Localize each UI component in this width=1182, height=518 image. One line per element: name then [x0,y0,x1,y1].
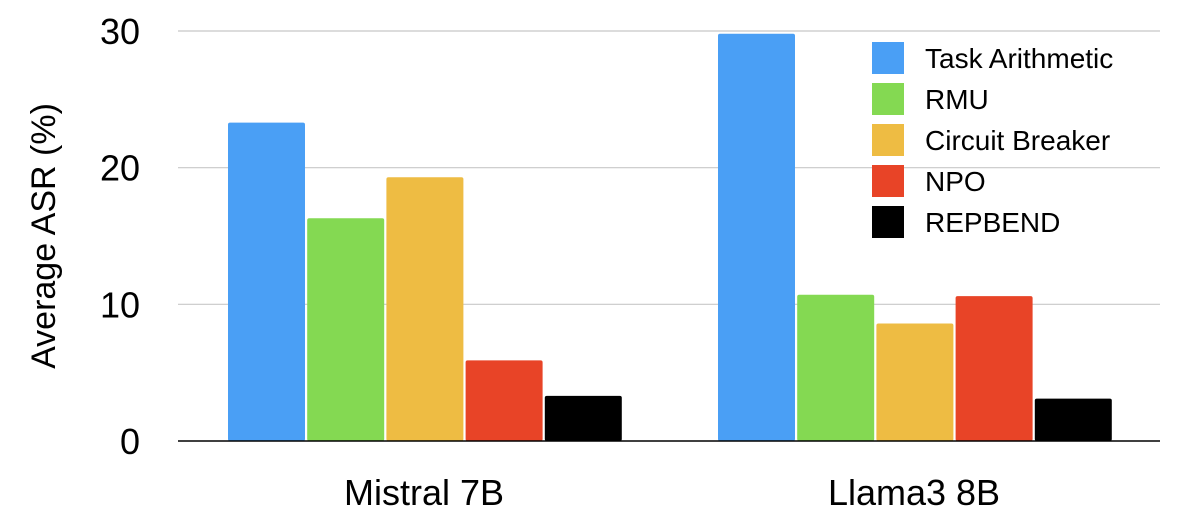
legend-label: Circuit Breaker [925,125,1110,156]
legend-swatch [872,206,904,238]
y-tick-labels: 0 10 20 30 [100,11,140,462]
legend-label: RMU [925,84,989,115]
legend-label: REPBEND [925,207,1060,238]
y-tick-label: 30 [100,11,140,52]
bar [386,177,463,441]
bar [797,295,874,441]
bar [466,360,543,441]
bar [718,34,795,441]
bar [228,123,305,441]
x-category-labels: Mistral 7B Llama3 8B [344,472,1000,513]
legend-label: Task Arithmetic [925,43,1113,74]
legend: Task Arithmetic RMU Circuit Breaker NPO REPB… [872,42,1113,238]
y-tick-label: 10 [100,284,140,325]
bar [307,218,384,441]
y-axis-title: Average ASR (%) [25,103,63,369]
legend-swatch [872,83,904,115]
y-tick-label: 0 [120,421,140,462]
x-category-label: Llama3 8B [828,472,1000,513]
legend-swatch [872,124,904,156]
legend-label: NPO [925,166,986,197]
bar [1035,399,1112,441]
y-tick-label: 20 [100,148,140,189]
x-category-label: Mistral 7B [344,472,504,513]
bar [876,323,953,441]
legend-swatch [872,165,904,197]
bar [545,396,622,441]
bar [956,296,1033,441]
legend-swatch [872,42,904,74]
